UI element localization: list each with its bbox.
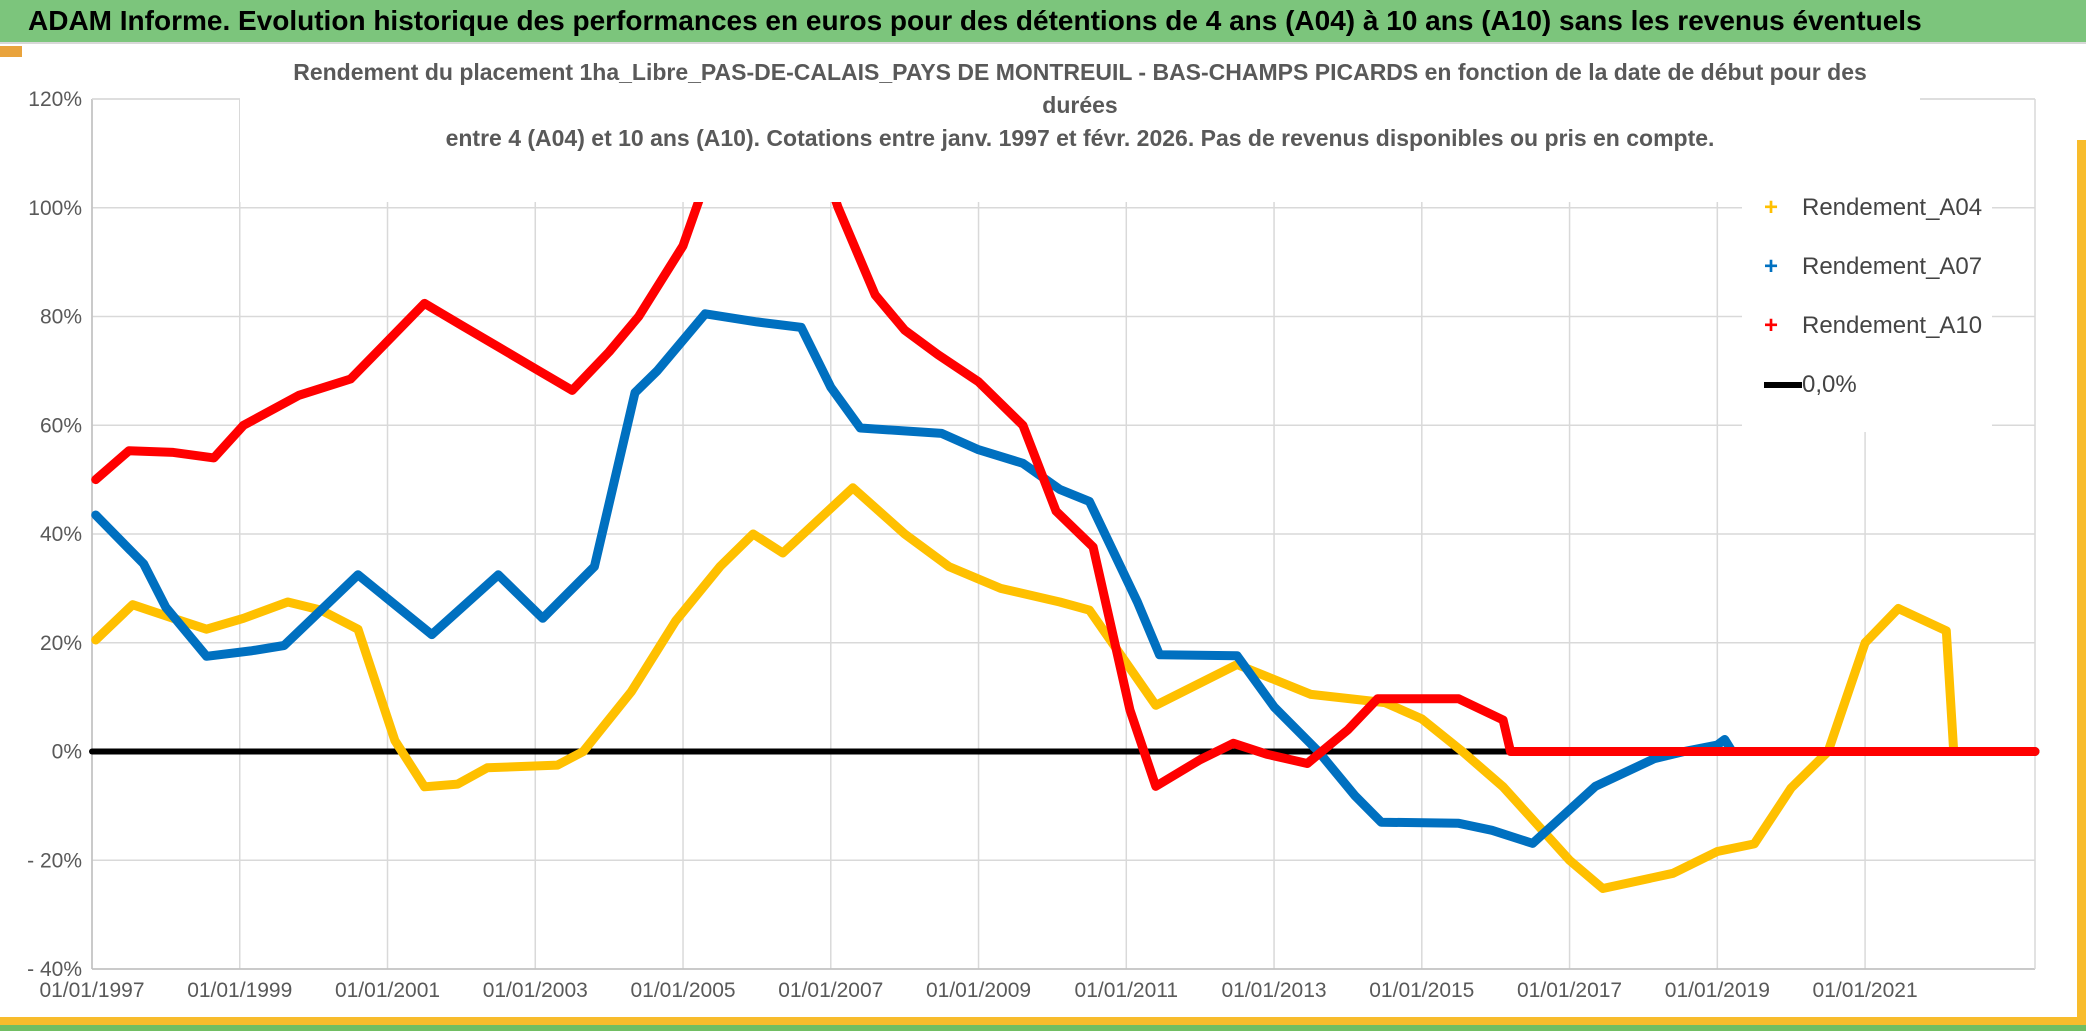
report-title: ADAM Informe. Evolution historique des p… <box>28 5 1922 36</box>
report-header-bar: ADAM Informe. Evolution historique des p… <box>0 0 2086 44</box>
chart-title-line-3: entre 4 (A04) et 10 ans (A10). Cotations… <box>445 125 1715 151</box>
x-axis-tick-label: 01/01/2013 <box>1221 979 1326 1002</box>
y-axis-tick-label: 40% <box>40 523 82 546</box>
y-axis-tick-label: 0% <box>52 741 82 764</box>
x-axis-tick-label: 01/01/2009 <box>926 979 1031 1002</box>
x-axis-tick-label: 01/01/2021 <box>1813 979 1918 1002</box>
chart-title-line-1: Rendement du placement 1ha_Libre_PAS-DE-… <box>293 59 1867 85</box>
legend-label: Rendement_A04 <box>1802 194 1983 221</box>
y-axis-tick-label: - 40% <box>27 958 82 981</box>
legend-plus-marker-icon: + <box>1764 253 1779 280</box>
y-axis-tick-label: - 20% <box>27 849 82 872</box>
legend-label: 0,0% <box>1802 371 1857 398</box>
bottom-border-strip-green <box>0 1025 2086 1031</box>
y-axis-tick-label: 20% <box>40 632 82 655</box>
legend-plus-marker-icon: + <box>1764 312 1779 339</box>
series-rendement-a07 <box>91 309 2040 848</box>
series-rendement-a04 <box>91 483 2040 893</box>
x-axis-tick-label: 01/01/2001 <box>335 979 440 1002</box>
x-axis-tick-label: 01/01/2005 <box>630 979 735 1002</box>
chart-legend: + Rendement_A04 + Rendement_A07 + Rendement_A… <box>1742 180 1992 432</box>
bottom-border-strip-yellow <box>0 1017 2086 1025</box>
x-axis-tick-label: 01/01/1999 <box>187 979 292 1002</box>
x-axis-tick-label: 01/01/2015 <box>1369 979 1474 1002</box>
right-border-strip <box>2077 140 2086 1020</box>
accent-square <box>0 46 22 57</box>
y-axis-tick-label: 80% <box>40 306 82 329</box>
legend-item-0-0-: 0,0% <box>1756 367 1992 403</box>
y-axis-tick-label: 100% <box>28 197 82 220</box>
legend-label: Rendement_A10 <box>1802 312 1983 339</box>
legend-item-rendement-a07: + Rendement_A07 <box>1756 249 1992 285</box>
series-rendement-a10 <box>91 51 2040 791</box>
legend-label: Rendement_A07 <box>1802 253 1983 280</box>
x-axis-tick-label: 01/01/2007 <box>778 979 883 1002</box>
legend-item-rendement-a04: + Rendement_A04 <box>1756 190 1992 226</box>
chart-title-line-2: durées <box>1042 92 1118 118</box>
x-axis-tick-label: 01/01/1997 <box>39 979 144 1002</box>
x-axis-tick-label: 01/01/2019 <box>1665 979 1770 1002</box>
chart-title: Rendement du placement 1ha_Libre_PAS-DE-… <box>240 50 1920 202</box>
x-axis-tick-label: 01/01/2017 <box>1517 979 1622 1002</box>
legend-item-rendement-a10: + Rendement_A10 <box>1756 308 1992 344</box>
x-axis-tick-label: 01/01/2003 <box>483 979 588 1002</box>
x-axis-tick-label: 01/01/2011 <box>1075 979 1179 1002</box>
y-axis-tick-label: 60% <box>40 414 82 437</box>
legend-plus-marker-icon: + <box>1764 194 1779 221</box>
zero-line-swatch <box>1764 382 1802 388</box>
y-axis-tick-label: 120% <box>28 88 82 111</box>
legend-line-marker-icon <box>1756 382 1802 388</box>
